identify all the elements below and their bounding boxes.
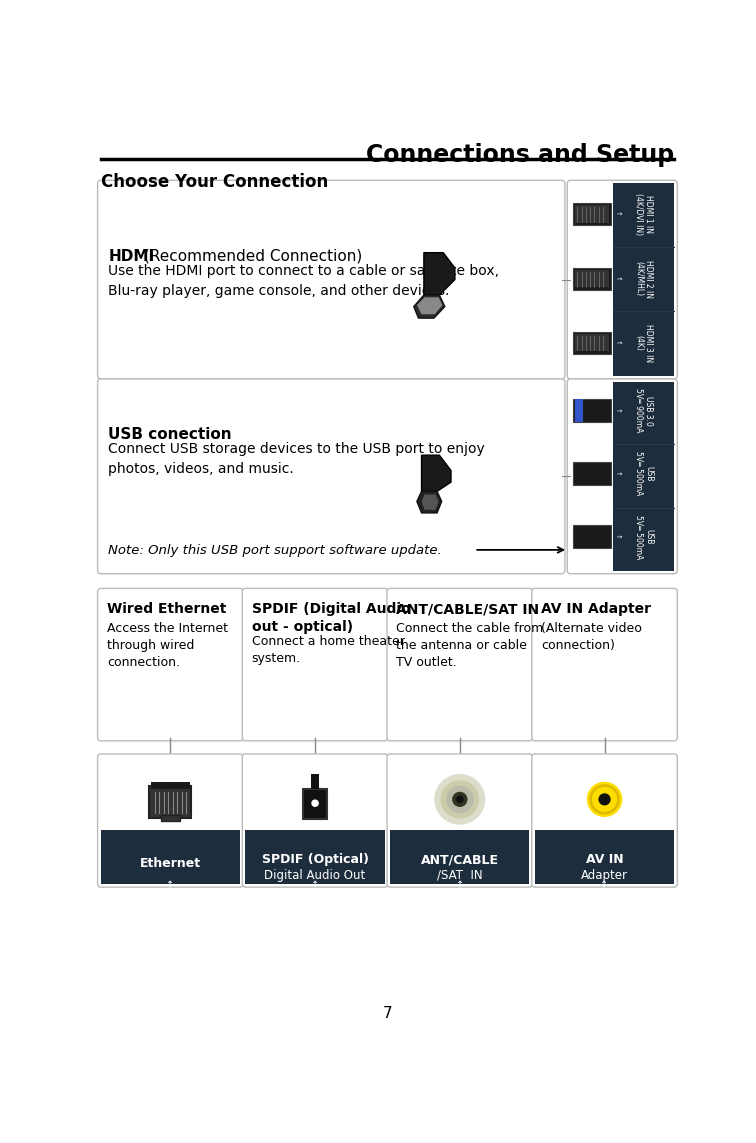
Circle shape [435,775,485,824]
Text: Choose Your Connection: Choose Your Connection [101,173,328,191]
Text: ↑: ↑ [614,471,620,477]
Text: Use the HDMI port to connect to a cable or satellite box,
Blu-ray player, game c: Use the HDMI port to connect to a cable … [108,264,500,297]
Bar [535,830,674,884]
Text: 7: 7 [383,1006,392,1021]
Text: ↑: ↑ [614,211,620,217]
Text: USB 3.0
5V═ 900mA: USB 3.0 5V═ 900mA [634,389,653,433]
Text: Ethernet: Ethernet [140,857,201,870]
FancyBboxPatch shape [387,589,532,741]
Text: USB
5V═ 500mA: USB 5V═ 500mA [634,514,653,559]
Bar [303,790,327,818]
Text: (Recommended Connection): (Recommended Connection) [139,249,363,264]
Polygon shape [414,295,445,318]
FancyBboxPatch shape [98,181,565,379]
Text: ↑: ↑ [614,534,620,539]
Text: (Alternate video
connection): (Alternate video connection) [541,622,642,653]
Text: Connect USB storage devices to the USB port to enjoy
photos, videos, and music.: Connect USB storage devices to the USB p… [108,442,485,475]
Bar [161,815,180,821]
Bar [151,783,190,789]
Text: AV IN Adapter: AV IN Adapter [541,602,651,616]
Text: AV IN: AV IN [586,854,624,866]
Text: ANT/CABLE/SAT IN: ANT/CABLE/SAT IN [396,602,540,616]
Text: HDMI: HDMI [108,249,154,264]
Polygon shape [417,491,442,513]
FancyBboxPatch shape [150,785,191,818]
Bar [575,399,583,422]
Polygon shape [422,455,451,491]
FancyBboxPatch shape [243,754,388,887]
FancyBboxPatch shape [531,589,677,741]
Bar [574,399,611,422]
Circle shape [447,786,473,813]
Bar [574,331,611,353]
Text: USB
5V═ 500mA: USB 5V═ 500mA [634,451,653,496]
Polygon shape [424,253,455,295]
Bar [101,830,240,884]
Text: Connect the cable from
the antenna or cable
TV outlet.: Connect the cable from the antenna or ca… [396,622,544,670]
Bar [613,183,674,376]
Text: Adapter: Adapter [581,869,628,881]
FancyBboxPatch shape [98,589,243,741]
Polygon shape [422,495,438,510]
Text: /SAT  IN: /SAT IN [437,869,482,881]
Text: Wired Ethernet: Wired Ethernet [107,602,226,616]
Bar [390,830,529,884]
Text: ↑: ↑ [614,408,620,414]
Text: ↑: ↑ [311,880,319,890]
Text: Connections and Setup: Connections and Setup [366,143,674,167]
Circle shape [457,797,463,802]
Text: Note: Only this USB port support software update.: Note: Only this USB port support softwar… [108,544,442,557]
Text: SPDIF (Optical): SPDIF (Optical) [262,854,369,866]
Polygon shape [417,297,442,314]
Bar [246,830,385,884]
FancyBboxPatch shape [98,379,565,574]
Text: Digital Audio Out: Digital Audio Out [265,869,366,881]
Text: ↑: ↑ [166,880,175,890]
FancyBboxPatch shape [567,181,677,379]
FancyBboxPatch shape [531,754,677,887]
Text: Access the Internet
through wired
connection.: Access the Internet through wired connec… [107,622,228,670]
Bar [311,774,319,790]
Text: Connect a home theater
system.: Connect a home theater system. [252,634,404,664]
Text: ANT/CABLE: ANT/CABLE [421,854,499,866]
FancyBboxPatch shape [575,334,609,351]
Text: SPDIF (Digital Audio
out - optical): SPDIF (Digital Audio out - optical) [252,602,411,633]
FancyBboxPatch shape [243,589,388,741]
FancyBboxPatch shape [575,205,609,223]
Circle shape [599,794,610,805]
Text: HDMI 3 IN
(4K): HDMI 3 IN (4K) [634,323,653,362]
Circle shape [453,792,466,806]
Circle shape [312,800,318,806]
Circle shape [587,783,621,816]
Text: USB conection: USB conection [108,426,232,441]
Text: ↑: ↑ [600,880,609,890]
FancyBboxPatch shape [567,379,677,574]
Bar [574,462,611,485]
Circle shape [442,781,479,818]
Text: HDMI 1 IN
(4K/DVI IN): HDMI 1 IN (4K/DVI IN) [634,193,653,235]
FancyBboxPatch shape [387,754,532,887]
Bar [613,382,674,570]
Text: HDMI 2 IN
(4K/MHL): HDMI 2 IN (4K/MHL) [634,259,653,298]
Text: ↑: ↑ [614,339,620,345]
FancyBboxPatch shape [98,754,243,887]
Text: ↑: ↑ [456,880,464,890]
FancyBboxPatch shape [575,270,609,287]
Bar [574,203,611,225]
Bar [574,269,611,289]
Text: ↑: ↑ [614,275,620,282]
Bar [574,526,611,549]
